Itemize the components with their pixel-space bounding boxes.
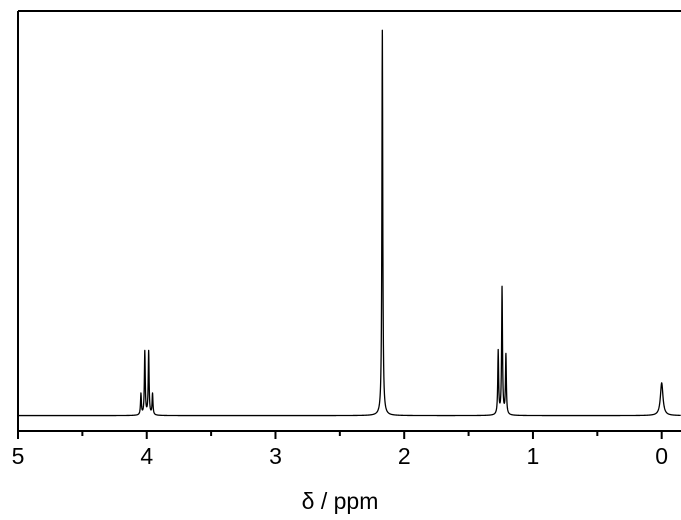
x-axis-label: δ / ppm xyxy=(302,488,379,514)
x-tick-label: 4 xyxy=(140,443,153,469)
x-tick-label: 0 xyxy=(655,443,668,469)
x-axis-ticks xyxy=(17,431,663,439)
x-tick-label: 2 xyxy=(398,443,411,469)
spectrum-line xyxy=(17,29,681,417)
x-tick-label: 1 xyxy=(527,443,540,469)
x-tick-label: 5 xyxy=(12,443,25,469)
x-axis-tick-labels: 5 4 3 2 1 0 xyxy=(12,443,668,469)
x-tick-label: 3 xyxy=(269,443,282,469)
plot-frame xyxy=(17,10,681,432)
